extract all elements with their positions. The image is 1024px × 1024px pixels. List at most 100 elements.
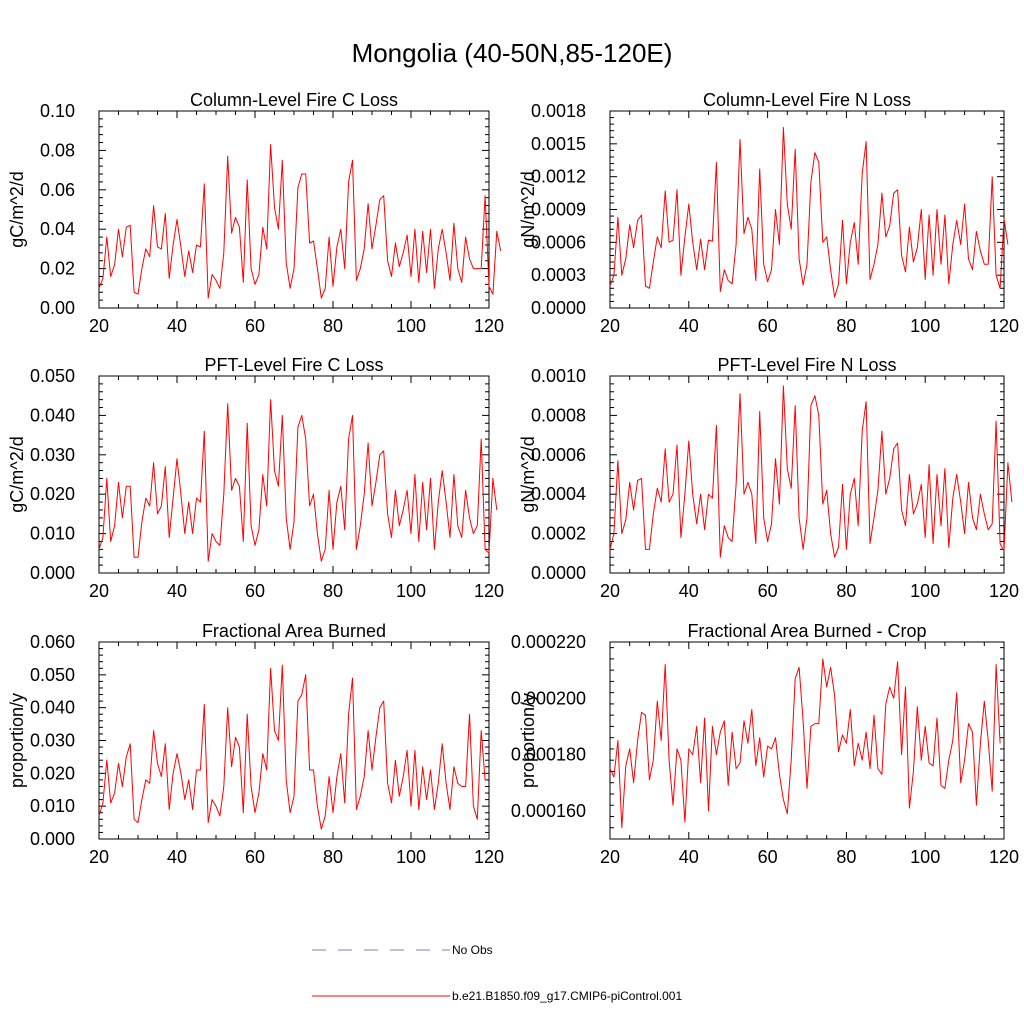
y-axis-label: gC/m^2/d [7,171,27,247]
x-tick-label: 80 [836,316,856,336]
y-tick-label: 0.0009 [531,200,586,220]
chart-panel-frac-burned-crop: Fractional Area Burned - Crop proportion/… [511,621,1019,867]
x-tick-label: 120 [989,316,1019,336]
plot-frame [98,375,490,574]
y-tick-label: 0.0010 [531,366,586,386]
x-tick-label: 60 [245,581,265,601]
y-axis-label: proportion/y [518,693,538,788]
y-tick-label: 0.04 [40,219,75,239]
y-axis-label: gN/m^2/d [518,171,538,247]
y-tick-label: 0.010 [30,796,75,816]
y-tick-label: 0.060 [30,632,75,652]
chart-title: Column-Level Fire C Loss [190,90,398,110]
x-tick-label: 60 [245,316,265,336]
x-tick-label: 60 [758,581,778,601]
y-tick-label: 0.000220 [511,632,586,652]
chart-title: PFT-Level Fire N Loss [717,355,896,375]
y-tick-label: 0.0006 [531,232,586,252]
chart-panel-frac-burned: Fractional Area Burned proportion/y 20 40 60… [7,621,504,867]
y-tick-label: 0.050 [30,366,75,386]
x-tick-label: 40 [679,581,699,601]
x-tick-label: 20 [600,316,620,336]
x-tick-label: 40 [167,581,187,601]
x-tick-label: 80 [323,581,343,601]
y-tick-label: 0.000180 [511,745,586,765]
chart-panel-pft-fire-n: PFT-Level Fire N Loss gN/m^2/d 20 40 60 80 100… [518,355,1019,601]
x-tick-label: 120 [989,581,1019,601]
y-tick-label: 0.0008 [531,405,586,425]
y-tick-label: 0.0002 [531,524,586,544]
x-tick-label: 20 [89,847,109,867]
y-tick-label: 0.02 [40,259,75,279]
y-tick-label: 0.0015 [531,134,586,154]
y-tick-label: 0.000160 [511,801,586,821]
x-tick-label: 40 [167,316,187,336]
x-tick-label: 60 [758,847,778,867]
x-tick-label: 20 [89,316,109,336]
series-line [98,144,502,299]
chart-panel-pft-fire-c: PFT-Level Fire C Loss gC/m^2/d 20 40 60 80 100… [7,355,504,601]
y-tick-label: 0.0004 [531,484,586,504]
y-tick-label: 0.020 [30,484,75,504]
x-tick-label: 80 [836,581,856,601]
chart-panel-col-fire-c: Column-Level Fire C Loss gC/m^2/d 20 40 60 80… [7,90,504,336]
x-tick-label: 100 [396,847,426,867]
y-axis-label: proportion/y [7,693,27,788]
plot-frame [98,641,490,840]
x-tick-label: 100 [910,581,940,601]
chart-title: PFT-Level Fire C Loss [204,355,383,375]
x-tick-label: 20 [89,581,109,601]
y-tick-label: 0.06 [40,180,75,200]
y-tick-label: 0.030 [30,731,75,751]
x-tick-label: 40 [167,847,187,867]
y-tick-label: 0.10 [40,101,75,121]
legend-obs-label: No Obs [452,943,493,957]
x-tick-label: 100 [396,581,426,601]
x-tick-label: 80 [323,316,343,336]
legend: No Obs b.e21.B1850.f09_g17.CMIP6-piContr… [312,943,682,1003]
y-tick-label: 0.0000 [531,298,586,318]
chart-panel-col-fire-n: Column-Level Fire N Loss gN/m^2/d 20 40 60 80… [518,90,1019,336]
y-tick-label: 0.020 [30,763,75,783]
y-tick-label: 0.0012 [531,167,586,187]
plot-frame [98,110,490,309]
y-axis-label: gN/m^2/d [518,436,538,512]
plot-frame [609,110,1005,309]
y-tick-label: 0.000 [30,563,75,583]
x-tick-label: 120 [474,847,504,867]
y-tick-label: 0.000 [30,829,75,849]
figure-title: Mongolia (40-50N,85-120E) [352,38,673,68]
x-tick-label: 60 [245,847,265,867]
y-tick-label: 0.00 [40,298,75,318]
plot-frame [609,641,1005,840]
x-tick-label: 120 [474,316,504,336]
x-tick-label: 40 [679,847,699,867]
series-line [609,658,1001,829]
y-tick-label: 0.030 [30,445,75,465]
x-tick-label: 80 [323,847,343,867]
x-tick-label: 100 [910,316,940,336]
y-tick-label: 0.0006 [531,445,586,465]
panels: Column-Level Fire C Loss gC/m^2/d 20 40 60 80… [7,90,1019,867]
x-tick-label: 40 [679,316,699,336]
chart-title: Column-Level Fire N Loss [703,90,911,110]
y-axis-label: gC/m^2/d [7,436,27,512]
y-tick-label: 0.040 [30,698,75,718]
y-tick-label: 0.0000 [531,563,586,583]
x-tick-label: 120 [474,581,504,601]
chart-title: Fractional Area Burned - Crop [687,621,926,641]
y-tick-label: 0.000200 [511,688,586,708]
series-line [609,385,1013,558]
x-tick-label: 80 [836,847,856,867]
x-tick-label: 120 [989,847,1019,867]
y-tick-label: 0.0018 [531,101,586,121]
series-line [98,399,498,562]
chart-title: Fractional Area Burned [202,621,386,641]
x-tick-label: 60 [758,316,778,336]
x-tick-label: 20 [600,581,620,601]
y-tick-label: 0.010 [30,524,75,544]
x-tick-label: 20 [600,847,620,867]
y-tick-label: 0.0003 [531,265,586,285]
series-line [98,664,486,830]
